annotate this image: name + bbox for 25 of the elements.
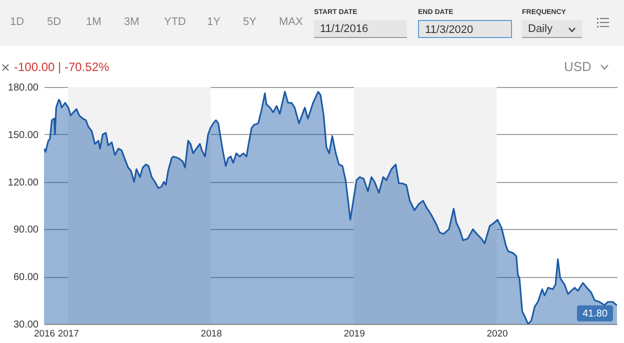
- text: -100.00 | -70.52%: [14, 60, 110, 74]
- y-tick-label: 180.00: [8, 82, 39, 94]
- y-tick-label: 120.00: [8, 177, 39, 188]
- text: YTD: [164, 16, 186, 28]
- annotation: 41.80: [582, 308, 608, 320]
- text: Daily: [522, 20, 582, 38]
- text: 5D: [47, 16, 62, 28]
- x-tick-label: 2016: [34, 328, 56, 340]
- x-tick-label: 2019: [344, 328, 365, 340]
- y-tick-label: 60.00: [13, 272, 39, 284]
- x-tick-label: 2018: [200, 328, 222, 340]
- x-tick-label: 2020: [486, 328, 508, 340]
- text: MAX: [279, 16, 303, 28]
- text: 11/3/2020: [418, 20, 512, 38]
- y-tick-label: 30.00: [13, 320, 39, 330]
- text: 1D: [10, 16, 24, 28]
- text: USD: [564, 59, 592, 74]
- text: 5Y: [243, 16, 256, 28]
- y-tick-label: 90.00: [13, 224, 39, 236]
- text: 1M: [86, 16, 102, 28]
- y-tick-label: 150.00: [8, 130, 39, 141]
- text: 3M: [124, 16, 140, 28]
- text: 1Y: [207, 16, 220, 28]
- text: 11/1/2016: [314, 20, 407, 38]
- x-tick-label: 2017: [58, 328, 79, 340]
